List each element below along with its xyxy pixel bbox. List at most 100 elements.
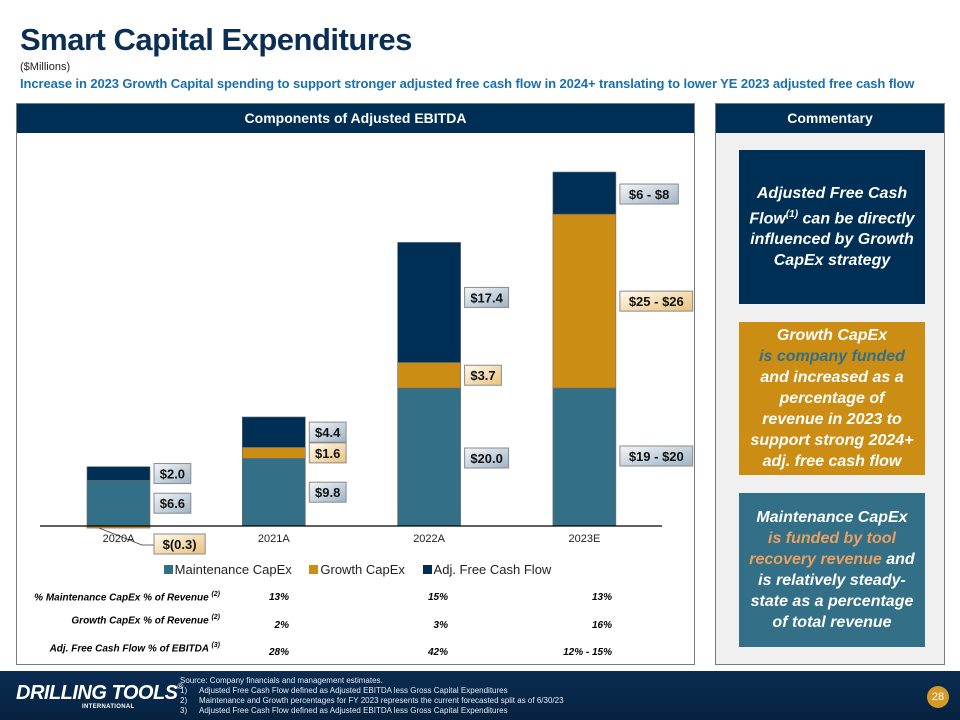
footnote-ref: (1) — [785, 208, 799, 220]
data-label-box — [619, 183, 679, 205]
legend-label: Growth CapEx — [320, 562, 405, 577]
legend-item-fcf: Adj. Free Cash Flow — [422, 562, 552, 577]
data-label-box — [464, 364, 502, 386]
source-note: Source: Company financials and managemen… — [180, 676, 383, 685]
data-label-box — [464, 286, 510, 308]
legend-item-growth: Growth CapEx — [309, 562, 405, 577]
bar-segment-growth-capex-2021A — [242, 447, 306, 459]
bar-segment-adj-free-cash-flow-2023E — [552, 171, 617, 215]
data-label-box — [619, 445, 694, 467]
data-label-box — [308, 442, 347, 464]
data-label: $17.4 — [470, 290, 503, 305]
data-label: $19 - $20 — [629, 449, 684, 464]
logo-subtext: INTERNATIONAL — [82, 704, 135, 710]
footnote-text: Maintenance and Growth percentages for F… — [199, 696, 564, 705]
bar-segment-maintenance-capex-2020A — [86, 480, 151, 527]
x-tick-label: 2023E — [568, 533, 600, 545]
footnotes: Source: Company financials and managemen… — [180, 676, 564, 716]
data-label: $9.8 — [315, 485, 340, 500]
data-label: $(0.3) — [163, 537, 197, 552]
table-cell: 15% — [427, 592, 448, 603]
footnote-ref: (3) — [211, 642, 220, 649]
page-title: Smart Capital Expenditures — [20, 22, 412, 57]
data-label-box — [308, 481, 347, 503]
units-label: ($Millions) — [20, 61, 71, 73]
commentary-text-part: and increased as a percentage of revenue… — [750, 369, 914, 470]
table-cell: 42% — [427, 647, 448, 658]
table-row-label-growth: Growth CapEx % of Revenue (2) — [71, 614, 220, 626]
footnote-text: Adjusted Free Cash Flow defined as Adjus… — [199, 706, 508, 715]
footnote-number: 3) — [180, 706, 188, 715]
row-label-text: % Maintenance CapEx % of Revenue — [34, 592, 209, 604]
footnote-text: Adjusted Free Cash Flow defined as Adjus… — [199, 686, 508, 695]
data-label: $4.4 — [315, 425, 341, 440]
logo-wordmark: DRILLING TOOLS — [16, 682, 178, 704]
legend-swatch-fcf — [422, 565, 432, 574]
commentary-highlight: is company funded — [759, 348, 905, 365]
table-cell: 3% — [433, 620, 448, 631]
legend-swatch-growth — [309, 565, 319, 574]
commentary-text: Adjusted Free Cash Flow(1) can be direct… — [747, 183, 917, 271]
commentary-box-growth: Growth CapEx is company funded and incre… — [739, 322, 925, 475]
company-logo: DRILLING TOOLS® INTERNATIONAL — [16, 682, 184, 710]
table-cell: 28% — [268, 647, 289, 658]
chart-panel-header: Components of Adjusted EBITDA — [17, 104, 694, 133]
data-label: $20.0 — [470, 451, 503, 466]
legend-item-maintenance: Maintenance CapEx — [163, 562, 292, 577]
x-tick-label: 2022A — [413, 533, 445, 545]
bar-segment-growth-capex-2022A — [397, 362, 461, 389]
footnote-ref: (2) — [211, 591, 220, 598]
commentary-text-part: Adjusted Free Cash Flow — [749, 184, 908, 228]
table-row-label-maintenance: % Maintenance CapEx % of Revenue (2) — [34, 591, 220, 603]
data-label-box — [464, 447, 510, 469]
legend-label: Adj. Free Cash Flow — [433, 562, 552, 577]
footnote-number: 2) — [180, 696, 188, 705]
footnote-number: 1) — [180, 686, 188, 695]
data-label: $3.7 — [470, 368, 495, 383]
data-label: $6.6 — [160, 496, 185, 511]
bar-segment-maintenance-capex-2022A — [397, 387, 461, 527]
data-label: $2.0 — [160, 467, 185, 482]
bar-segment-maintenance-capex-2023E — [552, 387, 617, 527]
data-label-box — [308, 421, 347, 443]
commentary-panel-header: Commentary — [716, 104, 944, 133]
footnote: 3) Adjusted Free Cash Flow defined as Adj… — [180, 706, 564, 716]
commentary-highlight: is funded by tool recovery revenue — [749, 530, 896, 568]
leader-line — [98, 527, 154, 546]
commentary-text-part: and is relatively steady-state as a perc… — [750, 551, 915, 631]
footnote: 1) Adjusted Free Cash Flow defined as Adj… — [180, 686, 564, 696]
data-label: $6 - $8 — [629, 187, 669, 202]
commentary-text-part: can be directly influenced by Growth Cap… — [750, 210, 915, 270]
table-cell: 13% — [591, 592, 612, 603]
bar-segment-adj-free-cash-flow-2020A — [86, 466, 151, 481]
row-label-text: Adj. Free Cash Flow % of EBITDA — [49, 643, 209, 655]
data-label-box — [153, 463, 192, 485]
table-row-label-fcf: Adj. Free Cash Flow % of EBITDA (3) — [50, 642, 220, 654]
bar-segment-maintenance-capex-2021A — [242, 458, 306, 527]
bar-segment-adj-free-cash-flow-2021A — [242, 416, 306, 448]
bar-segment-adj-free-cash-flow-2022A — [397, 242, 461, 363]
registered-mark: ® — [177, 682, 184, 691]
footnote: 2) Maintenance and Growth percentages for… — [180, 696, 564, 706]
commentary-text: Growth CapEx is company funded and incre… — [747, 325, 917, 472]
bar-segment-growth-capex-2023E — [552, 213, 617, 389]
commentary-box-fcf: Adjusted Free Cash Flow(1) can be direct… — [739, 150, 925, 304]
x-tick-label: 2020A — [103, 533, 135, 545]
page-subtitle: Increase in 2023 Growth Capital spending… — [20, 76, 915, 91]
footnote-ref: (2) — [211, 614, 220, 621]
legend-swatch-maintenance — [163, 565, 173, 574]
chart-legend: Maintenance CapEx Growth CapEx Adj. Free… — [0, 562, 715, 577]
commentary-heading: Growth CapEx — [776, 327, 888, 344]
commentary-text: Maintenance CapEx is funded by tool reco… — [747, 507, 917, 633]
data-label: $25 - $26 — [629, 294, 684, 309]
table-cell: 2% — [274, 620, 289, 631]
row-label-text: Growth CapEx % of Revenue — [71, 615, 209, 627]
commentary-box-maintenance: Maintenance CapEx is funded by tool reco… — [739, 493, 925, 647]
table-cell: 13% — [268, 592, 289, 603]
table-cell: 16% — [591, 620, 612, 631]
commentary-heading: Maintenance CapEx — [756, 509, 908, 526]
data-label-box — [619, 290, 694, 312]
footer-bar: DRILLING TOOLS® INTERNATIONAL Source: Co… — [0, 671, 960, 720]
table-cell: 12% - 15% — [563, 647, 612, 658]
